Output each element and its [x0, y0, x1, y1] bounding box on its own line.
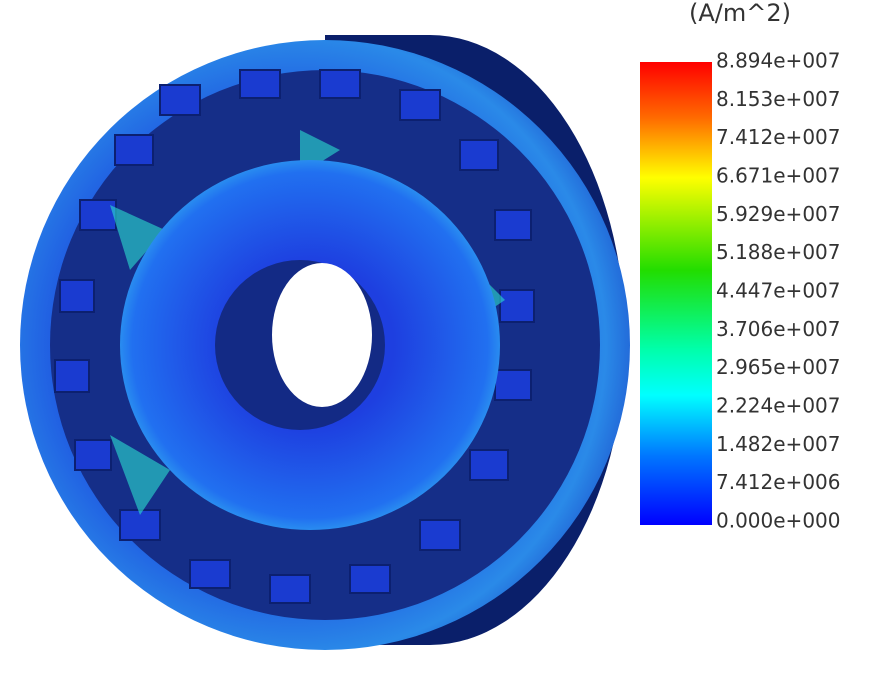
- colorbar-label: 3.706e+007: [716, 317, 841, 341]
- colorbar-label: 1.482e+007: [716, 432, 841, 456]
- colorbar-label: 5.929e+007: [716, 202, 841, 226]
- legend-title: (A/m^2): [689, 0, 791, 27]
- colorbar-label: 2.965e+007: [716, 355, 841, 379]
- motor-render: [20, 35, 630, 650]
- colorbar-label: 6.671e+007: [716, 164, 841, 188]
- colorbar-label: 7.412e+007: [716, 125, 841, 149]
- colorbar-label: 2.224e+007: [716, 394, 841, 418]
- colorbar-label: 5.188e+007: [716, 240, 841, 264]
- colorbar-label: 0.000e+000: [716, 509, 841, 533]
- colorbar-labels: 8.894e+007 8.153e+007 7.412e+007 6.671e+007…: [716, 49, 841, 533]
- colorbar-label: 4.447e+007: [716, 279, 841, 303]
- colorbar: [640, 62, 712, 525]
- colorbar-label: 7.412e+006: [716, 470, 841, 494]
- colorbar-label: 8.894e+007: [716, 49, 841, 73]
- colorbar-label: 8.153e+007: [716, 87, 841, 111]
